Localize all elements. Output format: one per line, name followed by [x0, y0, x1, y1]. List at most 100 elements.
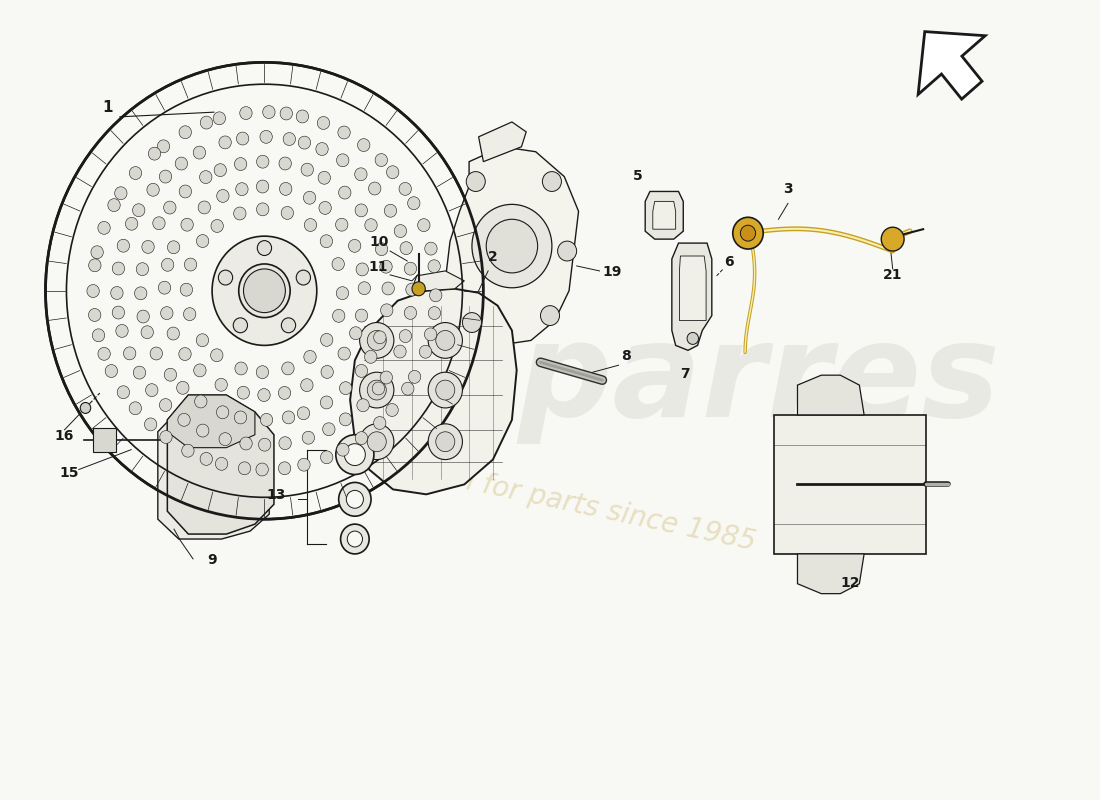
Circle shape: [162, 258, 174, 271]
Text: 7: 7: [681, 367, 690, 381]
Circle shape: [240, 437, 252, 450]
Circle shape: [317, 117, 330, 130]
Circle shape: [405, 306, 417, 319]
Circle shape: [365, 218, 377, 232]
Circle shape: [429, 289, 442, 302]
Circle shape: [182, 444, 194, 457]
Circle shape: [145, 384, 158, 397]
Circle shape: [141, 326, 153, 338]
Polygon shape: [672, 243, 712, 350]
Circle shape: [198, 201, 210, 214]
Circle shape: [233, 207, 246, 220]
Circle shape: [337, 286, 349, 300]
Circle shape: [386, 166, 399, 178]
Circle shape: [164, 201, 176, 214]
Circle shape: [436, 380, 454, 400]
Circle shape: [150, 347, 163, 360]
Circle shape: [258, 438, 271, 451]
Circle shape: [364, 350, 377, 363]
Polygon shape: [94, 428, 115, 452]
Circle shape: [336, 218, 348, 231]
Circle shape: [355, 432, 367, 445]
Circle shape: [418, 218, 430, 231]
Circle shape: [200, 453, 212, 466]
Circle shape: [558, 241, 576, 261]
Circle shape: [147, 183, 160, 196]
Circle shape: [356, 399, 370, 412]
Circle shape: [321, 366, 333, 378]
Circle shape: [436, 432, 454, 452]
Circle shape: [160, 430, 173, 443]
Circle shape: [386, 403, 398, 417]
Circle shape: [425, 242, 437, 255]
Circle shape: [332, 310, 345, 322]
Circle shape: [296, 110, 309, 123]
Circle shape: [408, 197, 420, 210]
Circle shape: [239, 462, 251, 474]
Circle shape: [179, 126, 191, 138]
Circle shape: [337, 154, 349, 166]
Circle shape: [199, 170, 212, 183]
Circle shape: [89, 259, 101, 272]
Circle shape: [302, 431, 315, 444]
Polygon shape: [478, 122, 526, 162]
Circle shape: [177, 382, 189, 394]
Circle shape: [158, 282, 170, 294]
Circle shape: [256, 463, 268, 476]
Circle shape: [540, 306, 560, 326]
Circle shape: [399, 330, 411, 342]
Circle shape: [148, 147, 161, 160]
Circle shape: [278, 386, 290, 399]
Polygon shape: [167, 395, 274, 534]
Circle shape: [379, 260, 393, 273]
Polygon shape: [412, 271, 464, 290]
Circle shape: [108, 198, 120, 211]
Circle shape: [116, 325, 129, 338]
Circle shape: [384, 204, 397, 217]
Circle shape: [339, 413, 352, 426]
Circle shape: [332, 258, 344, 270]
Circle shape: [297, 407, 310, 420]
Text: 1: 1: [102, 100, 112, 115]
Circle shape: [133, 366, 145, 379]
Circle shape: [279, 437, 292, 450]
Circle shape: [130, 166, 142, 179]
Circle shape: [125, 218, 138, 230]
Circle shape: [167, 327, 179, 340]
Circle shape: [238, 386, 250, 399]
Text: 21: 21: [883, 268, 902, 282]
Polygon shape: [652, 202, 675, 229]
Circle shape: [301, 163, 314, 176]
Circle shape: [367, 380, 386, 400]
Text: a passion for parts since 1985: a passion for parts since 1985: [342, 442, 758, 557]
Circle shape: [375, 242, 388, 256]
Circle shape: [175, 157, 188, 170]
Text: 9: 9: [207, 553, 217, 567]
Circle shape: [279, 157, 292, 170]
Circle shape: [319, 202, 331, 214]
Circle shape: [346, 490, 363, 508]
Circle shape: [179, 347, 191, 361]
Circle shape: [298, 136, 310, 149]
Circle shape: [733, 218, 763, 249]
Text: 10: 10: [368, 235, 388, 249]
Circle shape: [486, 219, 538, 273]
Circle shape: [279, 182, 292, 195]
Circle shape: [374, 331, 386, 344]
Circle shape: [472, 204, 552, 288]
Circle shape: [358, 138, 370, 151]
Circle shape: [144, 418, 157, 431]
Circle shape: [542, 171, 561, 191]
Circle shape: [88, 309, 101, 322]
Circle shape: [212, 236, 317, 346]
Circle shape: [219, 136, 231, 149]
Circle shape: [257, 389, 271, 402]
Circle shape: [356, 263, 369, 276]
Circle shape: [197, 234, 209, 247]
Circle shape: [428, 424, 462, 459]
Circle shape: [180, 283, 192, 296]
Circle shape: [197, 424, 209, 437]
Circle shape: [196, 334, 209, 346]
Circle shape: [243, 269, 285, 313]
Circle shape: [200, 116, 212, 129]
